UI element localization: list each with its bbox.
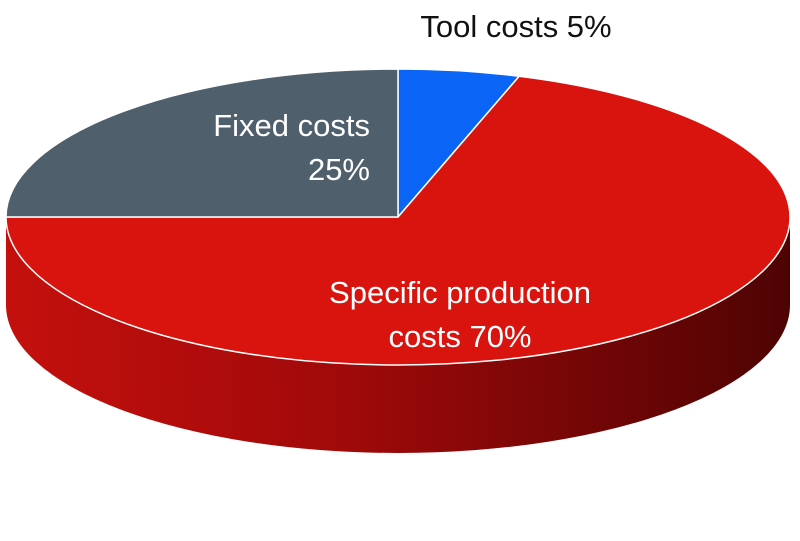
slice-label-line: Specific production [329,275,591,310]
slice-label-line: Fixed costs [213,108,370,143]
pie-side-wall [6,217,790,453]
slice-label-0: Tool costs 5% [420,9,611,44]
slice-label-2: Fixed costs 25% [213,108,370,187]
pie-slice-1 [5,75,791,366]
slice-label-line: Tool costs 5% [420,9,611,44]
slice-label-1: Specific production costs 70% [329,275,591,354]
pie-slice-2 [5,68,399,218]
slice-label-line: 25% [308,152,370,187]
slice-label-line: costs 70% [388,319,531,354]
